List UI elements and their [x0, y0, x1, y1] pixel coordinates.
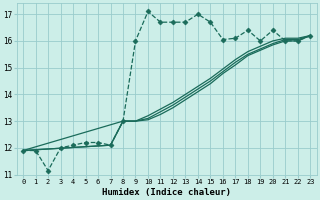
X-axis label: Humidex (Indice chaleur): Humidex (Indice chaleur) — [102, 188, 231, 197]
